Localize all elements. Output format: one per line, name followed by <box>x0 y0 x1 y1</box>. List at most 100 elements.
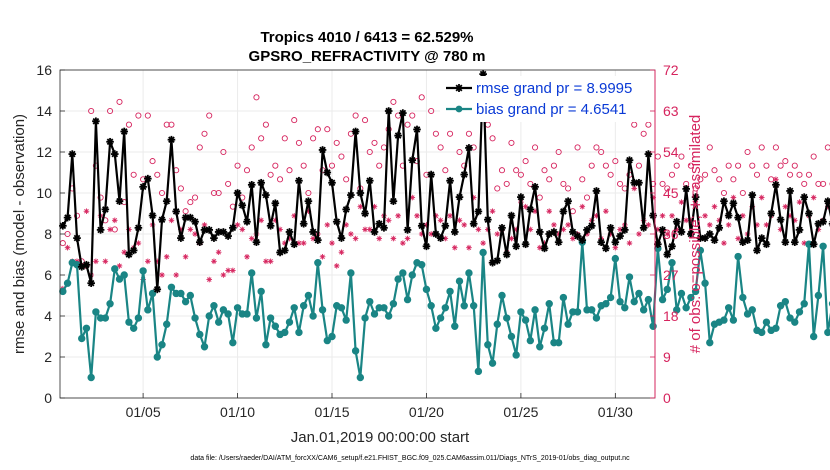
rmse-point <box>564 197 572 205</box>
asterisk-stroke <box>786 187 794 195</box>
asterisk-stroke <box>679 199 684 205</box>
bias-point <box>323 336 331 345</box>
assimilated-obs-point <box>324 222 331 228</box>
rmse-point <box>299 219 308 228</box>
rmse-point <box>384 107 393 115</box>
assimilated-obs-point <box>678 199 685 205</box>
asterisk-stroke <box>92 117 100 125</box>
asterisk-stroke <box>631 186 637 191</box>
possible-obs-point <box>73 212 81 219</box>
asterisk-stroke <box>484 216 492 223</box>
possible-obs-point <box>277 176 284 183</box>
asterisk-stroke <box>107 227 113 232</box>
rmse-point <box>554 238 563 246</box>
asterisk-stroke <box>800 193 808 201</box>
asterisk-stroke <box>493 257 501 264</box>
rmse-point <box>328 178 336 187</box>
bias-point <box>521 316 530 324</box>
rmse-point <box>602 244 610 253</box>
rmse-point <box>734 213 742 222</box>
asterisk-stroke <box>476 227 481 232</box>
asterisk-stroke <box>191 218 199 226</box>
asterisk-stroke <box>443 236 448 241</box>
possible-obs-point <box>541 167 548 174</box>
asterisk-stroke <box>117 263 122 269</box>
asterisk-stroke <box>93 259 99 264</box>
asterisk-stroke <box>712 204 717 209</box>
asterisk-stroke <box>659 226 666 234</box>
bias-point <box>403 295 412 304</box>
y-tick-label: 14 <box>36 103 52 119</box>
rmse-point <box>762 240 771 249</box>
asterisk-stroke <box>329 240 335 246</box>
asterisk-stroke <box>764 222 769 228</box>
asterisk-stroke <box>168 136 175 144</box>
assimilated-obs-point <box>631 185 638 192</box>
possible-obs-point <box>706 144 713 151</box>
rmse-point <box>616 232 624 240</box>
asterisk-stroke <box>391 236 396 241</box>
asterisk-stroke <box>375 220 383 228</box>
bias-point <box>517 308 525 316</box>
bias-point <box>493 320 501 328</box>
bias-point <box>248 269 256 277</box>
possible-obs-point <box>763 162 770 169</box>
bias-point <box>540 324 549 332</box>
rmse-point <box>129 246 138 255</box>
y-tick-label: 16 <box>36 62 52 78</box>
possible-obs-point <box>494 185 501 192</box>
rmse-point <box>243 217 251 226</box>
asterisk-stroke <box>503 251 511 258</box>
rmse-point <box>271 199 280 208</box>
rmse-point <box>455 193 464 201</box>
possible-obs-point <box>673 162 680 169</box>
asterisk-stroke <box>230 268 236 273</box>
asterisk-stroke <box>413 126 421 133</box>
rmse-point <box>73 234 81 242</box>
possible-obs-point <box>248 144 255 151</box>
asterisk-stroke <box>164 254 170 260</box>
assimilated-obs-point <box>400 240 406 246</box>
rmse-point <box>484 215 492 224</box>
rmse-point <box>68 150 77 158</box>
asterisk-stroke <box>687 230 695 238</box>
rmse-point <box>361 209 369 218</box>
bias-point <box>734 252 742 261</box>
asterisk-stroke <box>730 199 737 207</box>
asterisk-stroke <box>235 222 240 228</box>
possible-obs-point <box>177 185 184 192</box>
bias-point <box>455 277 464 285</box>
asterisk-stroke <box>437 234 444 242</box>
bias-point <box>125 318 133 326</box>
assimilated-obs-point <box>404 235 411 242</box>
bias-point <box>824 328 830 337</box>
bias-point <box>436 314 445 322</box>
asterisk-stroke <box>385 107 392 115</box>
bias-point <box>635 289 643 298</box>
asterisk-stroke <box>748 191 756 199</box>
asterisk-stroke <box>494 231 500 237</box>
bias-point <box>309 312 317 320</box>
asterisk-stroke <box>358 204 363 209</box>
asterisk-stroke <box>394 132 402 139</box>
assimilated-obs-point <box>579 203 586 210</box>
possible-obs-point <box>725 162 732 169</box>
assimilated-obs-point <box>173 272 179 278</box>
rmse-point <box>422 242 431 251</box>
possible-obs-point <box>739 189 746 197</box>
rmse-point <box>394 131 402 140</box>
y2-axis-label: # of obs: o=possible; ∗=assimilated <box>687 115 704 354</box>
assimilated-obs-point <box>376 235 383 242</box>
y2-tick-label: 18 <box>663 308 679 324</box>
bias-point <box>106 300 114 308</box>
possible-obs-point <box>210 189 217 197</box>
rmse-point <box>427 170 435 179</box>
asterisk-stroke <box>791 238 799 246</box>
assimilated-obs-point <box>730 194 737 201</box>
bias-point <box>252 314 261 322</box>
asterisk-stroke <box>338 234 345 242</box>
asterisk-stroke <box>163 197 171 205</box>
assimilated-obs-point <box>659 212 666 219</box>
bias-point <box>639 306 648 314</box>
asterisk-stroke <box>452 245 458 250</box>
